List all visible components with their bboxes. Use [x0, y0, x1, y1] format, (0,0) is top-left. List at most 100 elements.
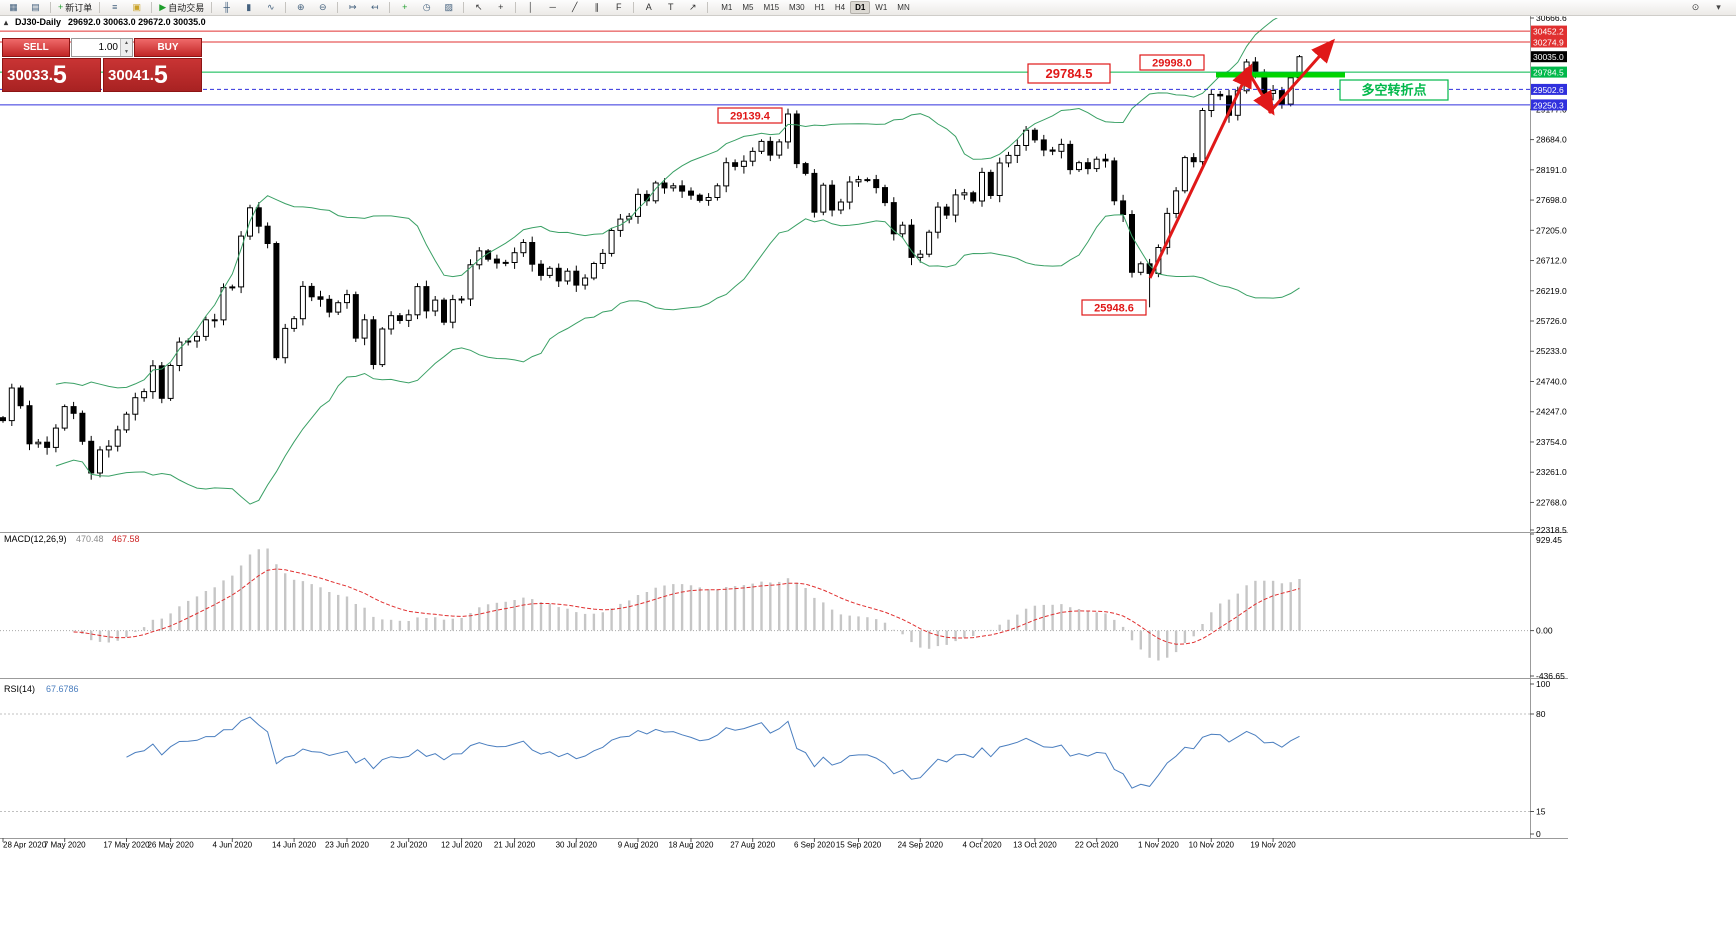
candle-body	[934, 206, 941, 233]
candle-chart-mode-icon[interactable]: ▮	[238, 0, 259, 16]
bar-chart-mode-icon[interactable]: ╫	[216, 0, 237, 16]
time-tick-label: 14 Jun 2020	[272, 841, 317, 850]
time-tick-label: 1 Nov 2020	[1138, 841, 1179, 850]
trend-arrow[interactable]	[1148, 63, 1253, 279]
chart-profiles-icon[interactable]: ▤	[25, 0, 46, 16]
zoom-in-icon[interactable]: ⊕	[290, 0, 311, 16]
candle-body	[793, 113, 800, 165]
candle-chart-mode-icon: ▮	[246, 2, 252, 12]
price-annotation-box[interactable]	[717, 107, 783, 124]
toolbar-separator	[337, 2, 339, 13]
timeframe-h1[interactable]: H1	[814, 3, 825, 12]
vertical-line-tool-icon[interactable]: │	[520, 0, 541, 16]
candle-body	[1190, 157, 1197, 163]
new-chart-icon: ▦	[9, 2, 18, 12]
timeframe-h4[interactable]: H4	[834, 3, 846, 12]
ask-price[interactable]: 30041. 5	[103, 58, 202, 92]
candle-body	[1102, 158, 1109, 162]
arrow-tool-icon[interactable]: ↗	[682, 0, 703, 16]
candle-body	[943, 206, 950, 216]
trend-arrow[interactable]	[1244, 67, 1275, 116]
time-tick-label: 22 Oct 2020	[1075, 841, 1119, 850]
text-tool-icon[interactable]: A	[638, 0, 659, 16]
candle-body	[114, 429, 121, 447]
candle-body	[317, 296, 324, 300]
data-window-icon[interactable]: ▣	[126, 0, 147, 16]
candle-body	[26, 405, 33, 445]
candle-body	[1164, 212, 1171, 248]
crosshair-tool-icon[interactable]: +	[490, 0, 511, 16]
label-tool-icon[interactable]: T	[660, 0, 681, 16]
periods-icon[interactable]: ◷	[416, 0, 437, 16]
candle-body	[158, 365, 165, 399]
trend-arrow[interactable]	[1267, 38, 1335, 114]
candle-body	[238, 235, 245, 288]
line-chart-mode-icon[interactable]: ∿	[260, 0, 281, 16]
rsi-line	[126, 716, 1300, 789]
candle-body	[1208, 93, 1215, 112]
fibonacci-tool-icon[interactable]: F	[608, 0, 629, 16]
quick-search-icon[interactable]: ⊙	[1691, 2, 1700, 12]
sell-button[interactable]: SELL	[2, 38, 70, 57]
timeframe-d1[interactable]: D1	[850, 1, 871, 14]
bollinger-layer	[55, 18, 1300, 505]
timeframe-m5[interactable]: M5	[742, 3, 754, 12]
horizontal-line-tool-icon[interactable]: ─	[542, 0, 563, 16]
candle-body	[1005, 154, 1012, 164]
volume-input[interactable]	[72, 39, 120, 56]
market-watch-icon[interactable]: ≡	[104, 0, 125, 16]
time-tick-label: 26 May 2020	[147, 841, 194, 850]
candle-body	[652, 182, 659, 202]
trendline-tool-icon[interactable]: ╱	[564, 0, 585, 16]
timeframe-m15[interactable]: M15	[763, 3, 780, 12]
candle-body	[185, 340, 192, 343]
candle-body	[1181, 157, 1188, 192]
timeframe-m30[interactable]: M30	[789, 3, 805, 12]
note-box[interactable]	[1339, 79, 1449, 101]
rsi-tick-label: 0	[1536, 829, 1541, 839]
buy-button[interactable]: BUY	[134, 38, 202, 57]
price-annotation-box[interactable]	[1139, 54, 1205, 71]
candle-body	[670, 185, 677, 189]
timeframe-mn[interactable]: MN	[897, 3, 910, 12]
candles-layer	[0, 55, 1303, 480]
auto-scroll-icon[interactable]: ↦	[342, 0, 363, 16]
price-tick-label: 30666.6	[1536, 16, 1567, 23]
chart-profiles-icon: ▤	[31, 2, 40, 12]
candle-body	[608, 230, 615, 254]
indicators-add-icon[interactable]: +	[394, 0, 415, 16]
candle-body	[1146, 263, 1153, 274]
new-order-button[interactable]: + 新订单	[55, 0, 95, 16]
price-annotation-box[interactable]	[1027, 63, 1111, 84]
trade-panel-controls: SELL ▲ ▼ BUY	[2, 38, 202, 57]
channel-tool-icon[interactable]: ∥	[586, 0, 607, 16]
candle-body	[926, 231, 933, 255]
volume-decrease-button[interactable]: ▼	[121, 47, 132, 56]
pointer-options-icon[interactable]: ▾	[1716, 2, 1721, 12]
bollinger-lower-band	[55, 214, 1300, 505]
candle-body	[811, 172, 818, 213]
auto-trading-button[interactable]: ▶ 自动交易	[156, 0, 207, 16]
volume-field: ▲ ▼	[71, 38, 133, 57]
candle-body	[890, 202, 897, 235]
volume-increase-button[interactable]: ▲	[121, 39, 132, 48]
templates-icon[interactable]: ▨	[438, 0, 459, 16]
timeframe-group: M1 M5 M15 M30 H1 H4 D1 W1 MN	[716, 1, 915, 14]
trade-panel-toggle-icon[interactable]: ▴	[4, 17, 9, 27]
candle-body	[299, 285, 306, 320]
candle-body	[1270, 90, 1277, 94]
timeframe-w1[interactable]: W1	[875, 3, 888, 12]
candle-body	[979, 171, 985, 202]
auto-trading-label: 自动交易	[168, 3, 205, 13]
bid-price[interactable]: 30033. 5	[2, 58, 101, 92]
auto-trading-icon: ▶	[159, 2, 167, 12]
cursor-tool-icon[interactable]: ↖	[468, 0, 489, 16]
new-chart-icon[interactable]: ▦	[3, 0, 24, 16]
timeframe-m1[interactable]: M1	[721, 3, 733, 12]
price-annotation-box[interactable]	[1081, 299, 1147, 316]
bollinger-upper-band	[55, 18, 1278, 389]
candle-body	[79, 412, 86, 442]
toolbar-separator	[463, 2, 465, 13]
chart-shift-icon[interactable]: ↤	[364, 0, 385, 16]
zoom-out-icon[interactable]: ⊖	[312, 0, 333, 16]
